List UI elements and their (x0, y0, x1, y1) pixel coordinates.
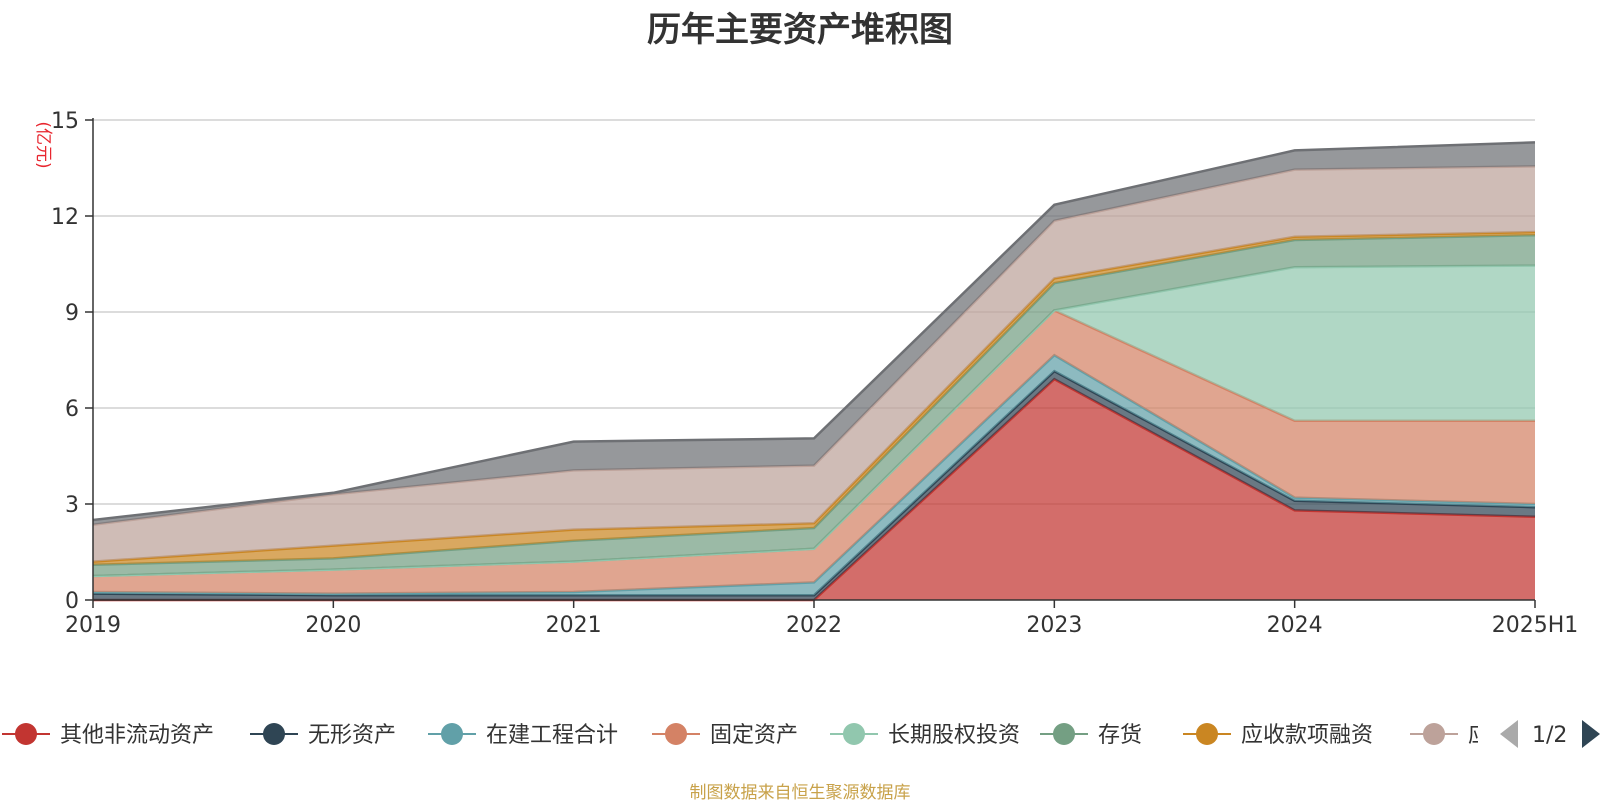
x-axis-ticks: 2019 2020 2021 2022 2023 2024 2025H1 (65, 600, 1578, 638)
legend-marker (1423, 723, 1445, 745)
legend-label: 存货 (1098, 723, 1142, 748)
area-series-4[interactable] (93, 265, 1535, 576)
y-tick-label: 6 (65, 397, 79, 422)
legend-page-indicator: 1/2 (1532, 723, 1567, 748)
legend-marker (15, 723, 37, 745)
legend-item[interactable]: 应收款项融资 (1183, 723, 1373, 748)
legend-label: 在建工程合计 (486, 723, 618, 748)
legend-item[interactable]: 其他非流动资产 (2, 723, 214, 748)
area-series-line-8 (92, 141, 1536, 522)
area-series-7[interactable] (93, 166, 1535, 562)
area-series-3[interactable] (93, 310, 1535, 594)
legend-item[interactable]: 应 (1410, 723, 1490, 748)
y-axis-unit-label: (亿元) (33, 121, 53, 168)
legend[interactable]: 其他非流动资产 无形资产 在建工程合计 固定资产 长期股权投资 存货 应收款项融资 应 (2, 723, 1490, 748)
legend-marker (1053, 723, 1075, 745)
legend-label: 长期股权投资 (888, 723, 1020, 748)
legend-item[interactable]: 长期股权投资 (830, 723, 1020, 748)
x-tick-label: 2023 (1026, 613, 1082, 638)
legend-marker (843, 723, 865, 745)
x-tick-label: 2019 (65, 613, 121, 638)
y-tick-label: 3 (65, 493, 79, 518)
y-tick-label: 0 (65, 589, 79, 614)
x-tick-label: 2021 (546, 613, 602, 638)
legend-marker (441, 723, 463, 745)
data-source-note: 制图数据来自恒生聚源数据库 (689, 783, 911, 803)
area-series (92, 141, 1536, 602)
legend-marker (665, 723, 687, 745)
legend-item[interactable]: 无形资产 (250, 723, 396, 748)
legend-pager[interactable]: 1/2 (1500, 720, 1600, 748)
x-tick-label: 2022 (786, 613, 842, 638)
y-tick-label: 12 (51, 205, 79, 230)
x-tick-label: 2025H1 (1492, 613, 1579, 638)
legend-item[interactable]: 在建工程合计 (428, 723, 618, 748)
legend-marker (1196, 723, 1218, 745)
y-axis-ticks: 0 3 6 9 12 15 (51, 109, 93, 614)
legend-prev-page-icon[interactable] (1500, 720, 1518, 748)
x-tick-label: 2020 (305, 613, 361, 638)
legend-label: 固定资产 (710, 723, 798, 748)
legend-label: 应收款项融资 (1241, 723, 1373, 748)
legend-label: 无形资产 (308, 723, 396, 748)
chart-title: 历年主要资产堆积图 (647, 10, 953, 50)
legend-item[interactable]: 存货 (1040, 723, 1142, 748)
legend-label: 其他非流动资产 (60, 723, 214, 748)
y-tick-label: 15 (51, 109, 79, 134)
y-tick-label: 9 (65, 301, 79, 326)
legend-item[interactable]: 固定资产 (652, 723, 798, 748)
x-tick-label: 2024 (1267, 613, 1323, 638)
area-series-8[interactable] (93, 142, 1535, 525)
legend-next-page-icon[interactable] (1582, 720, 1600, 748)
legend-marker (263, 723, 285, 745)
area-series-0[interactable] (93, 379, 1535, 600)
legend-label: 应 (1468, 723, 1490, 748)
